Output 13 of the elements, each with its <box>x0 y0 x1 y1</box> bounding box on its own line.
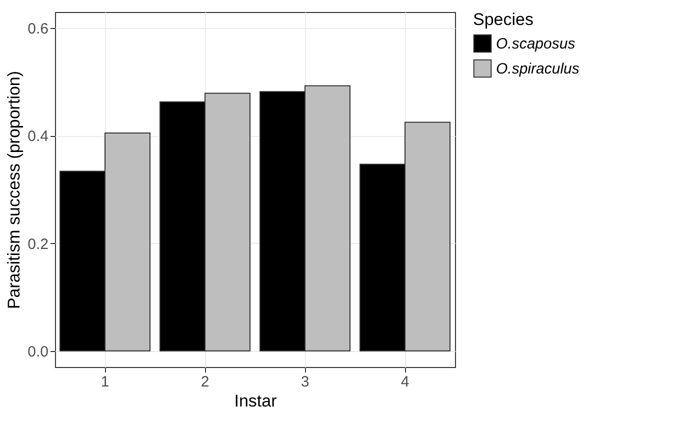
x-tick-label: 1 <box>100 374 110 390</box>
y-axis-title: Parasitism success (proportion) <box>4 70 24 310</box>
x-tick-label: 3 <box>300 374 310 390</box>
x-tick-label: 2 <box>200 374 210 390</box>
legend-label: O.spiraculus <box>496 60 580 78</box>
legend-label: O.scaposus <box>496 36 576 52</box>
x-axis-title: Instar <box>234 392 278 410</box>
y-tick-label: 0.6 <box>28 20 48 38</box>
y-tick-label: 0.0 <box>28 343 48 360</box>
y-tick-label: 0.4 <box>28 128 48 146</box>
y-tick-label: 0.2 <box>28 236 48 253</box>
x-tick-label: 4 <box>400 374 410 390</box>
legend-title: Species <box>473 10 534 29</box>
